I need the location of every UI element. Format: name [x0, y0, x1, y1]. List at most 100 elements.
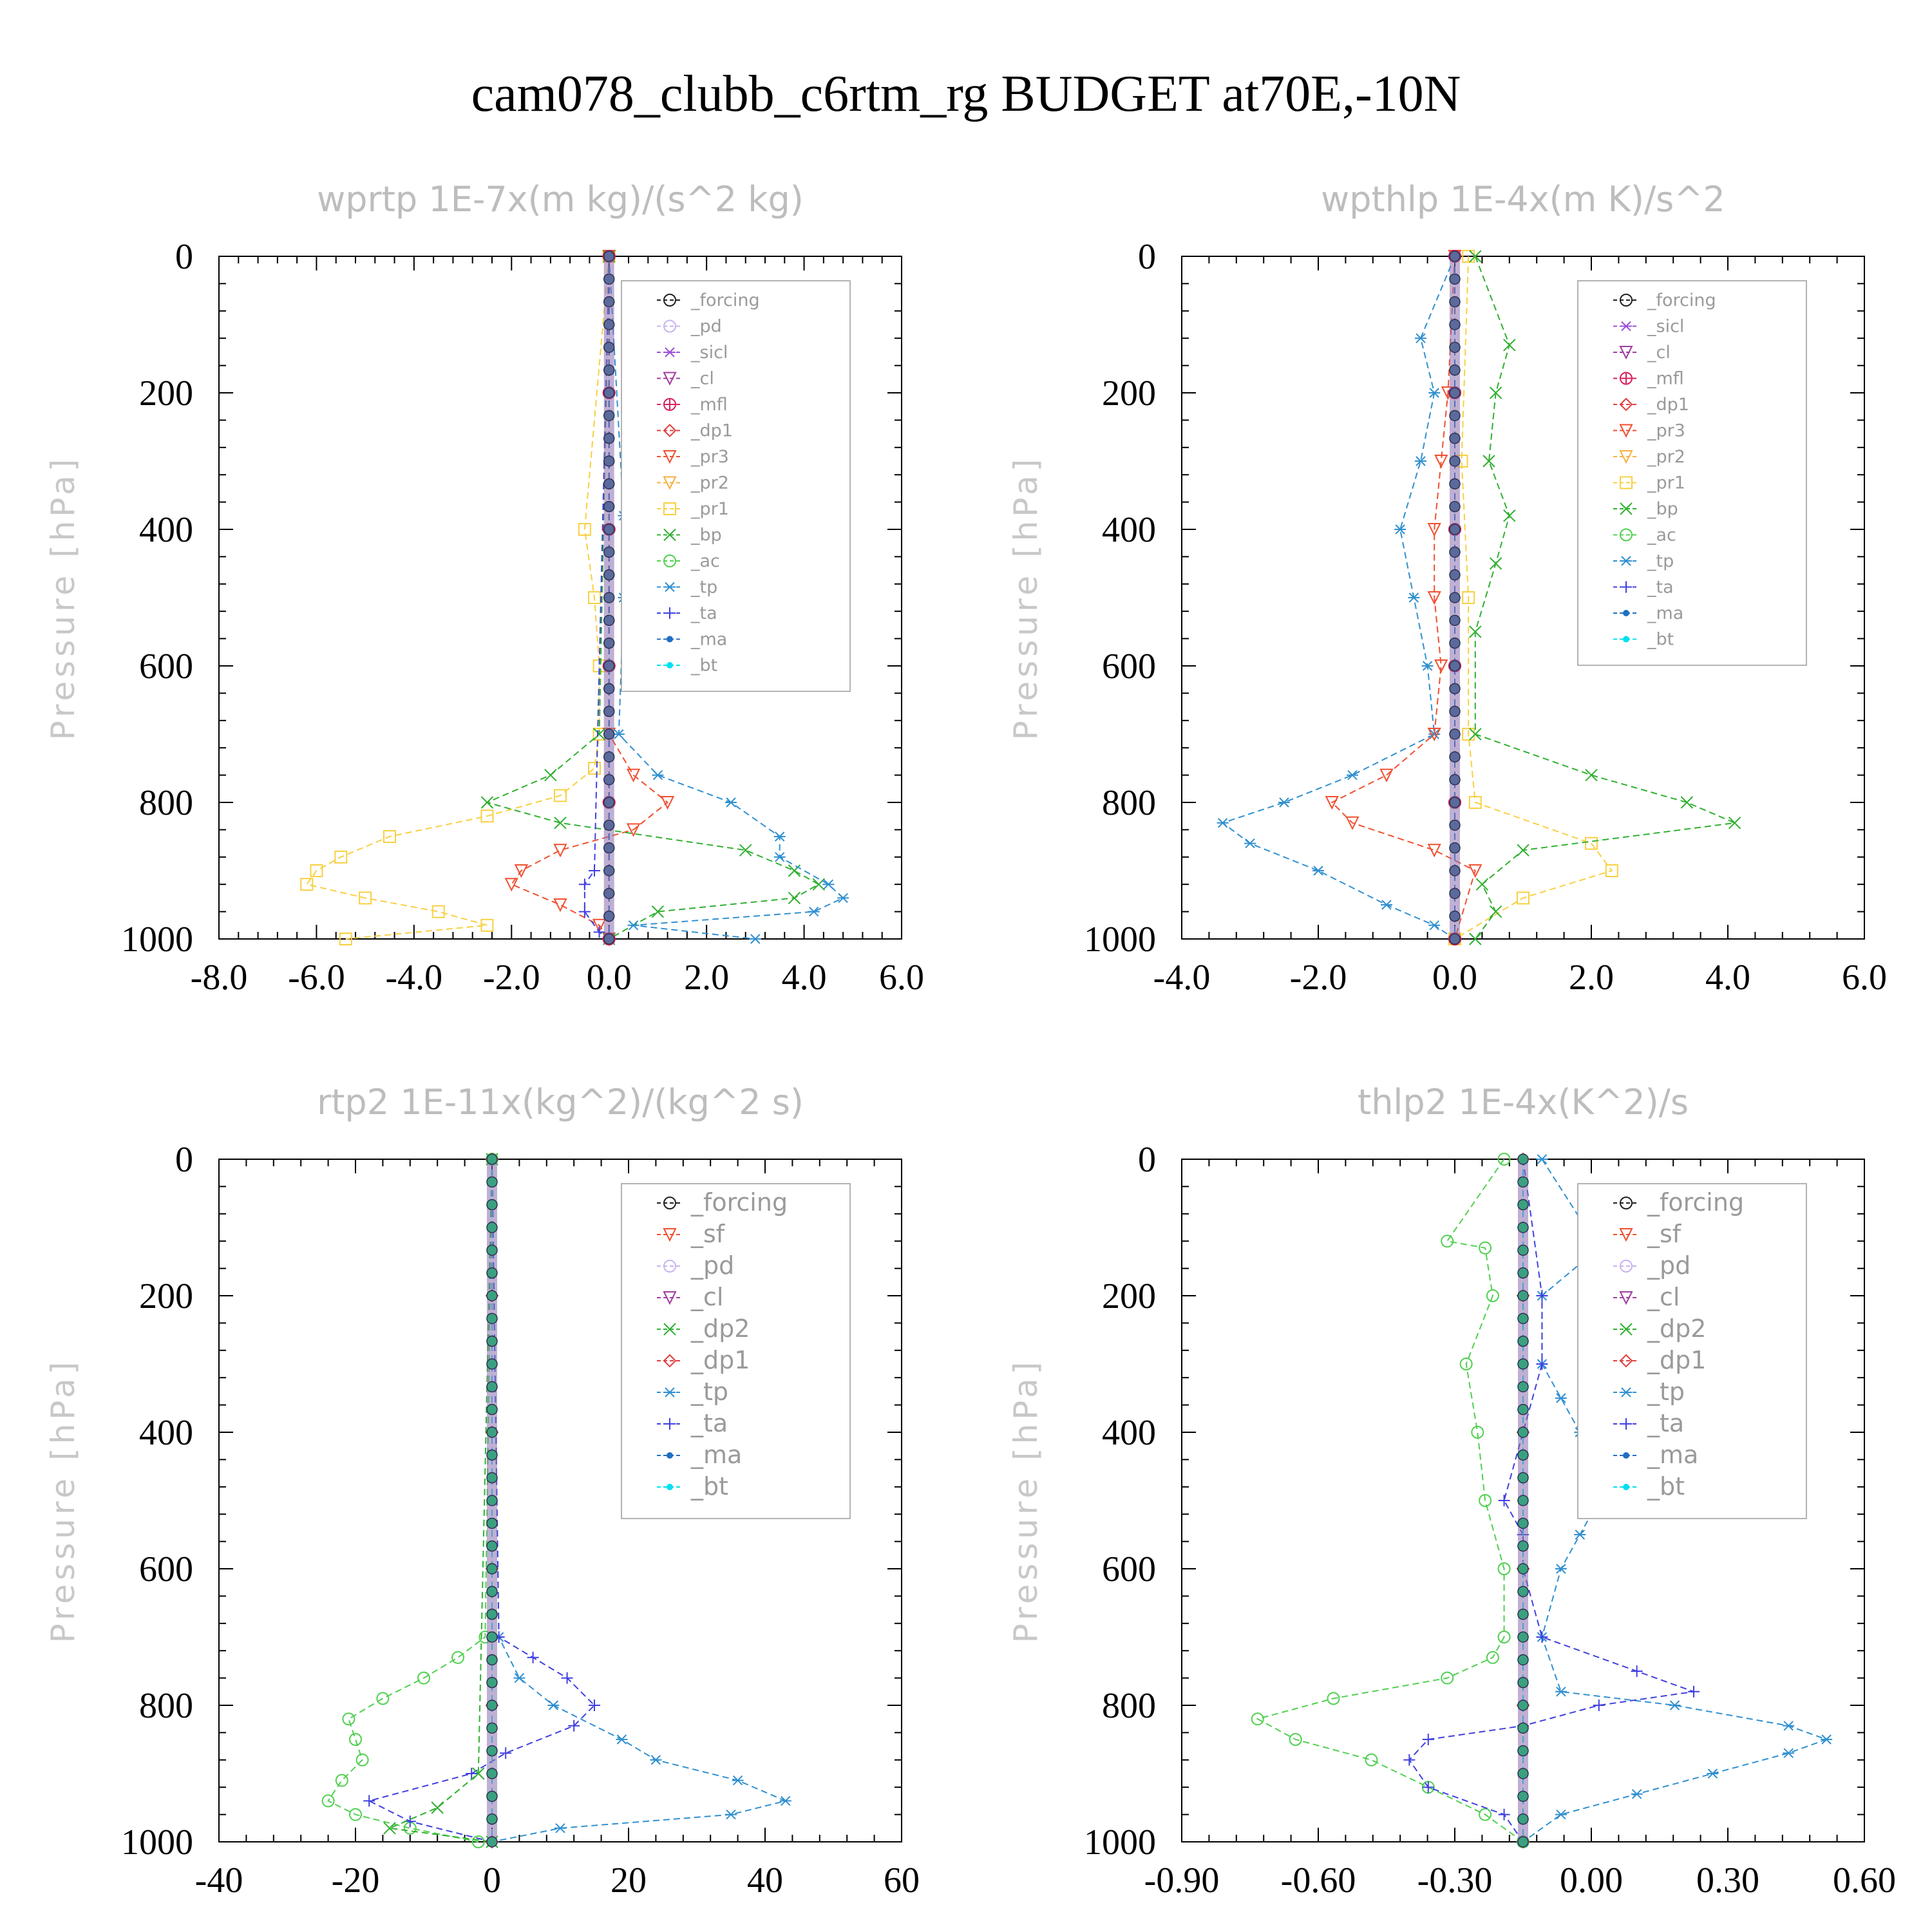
series-bp — [1469, 250, 1741, 945]
data-point — [1555, 1809, 1567, 1820]
data-point — [1486, 1289, 1499, 1302]
legend-marker — [663, 450, 677, 464]
data-point — [1486, 1651, 1499, 1664]
zero-point — [486, 1267, 498, 1279]
zero-point — [1517, 1836, 1529, 1848]
chart-panel-2: wpthlp 1E-4x(m K)/s^2 -4.0 -2.0 0.0 2.0 4.0 6.… — [1007, 179, 1887, 998]
data-point — [1278, 797, 1290, 808]
data-point — [773, 852, 786, 862]
y-tick-label: 1000 — [121, 1823, 193, 1862]
series-line — [485, 256, 820, 940]
legend-marker — [1620, 502, 1633, 515]
data-point — [1325, 796, 1339, 810]
legend-marker — [1623, 1452, 1629, 1459]
data-point — [660, 796, 675, 810]
legend-entry: _pd — [690, 317, 722, 337]
x-tick-label: 6.0 — [879, 958, 924, 998]
zero-point — [603, 455, 615, 467]
legend-entry: _forcing — [690, 1188, 788, 1217]
zero-profile-markers — [1517, 1153, 1529, 1848]
data-point — [1631, 1665, 1643, 1677]
data-point — [652, 770, 664, 781]
zero-point — [603, 296, 615, 308]
zero-point — [486, 1426, 498, 1438]
data-point — [1475, 878, 1489, 891]
legend-box — [621, 1183, 851, 1519]
data-point — [592, 728, 606, 741]
zero-point — [1517, 1449, 1529, 1461]
legend-entry: _sicl — [690, 343, 728, 363]
zero-point — [603, 592, 615, 603]
zero-point — [1449, 387, 1461, 399]
data-point — [451, 1651, 464, 1664]
zero-point — [1449, 705, 1461, 717]
panel-title: wpthlp 1E-4x(m K)/s^2 — [1321, 179, 1725, 220]
data-point — [355, 1753, 369, 1766]
zero-point — [603, 341, 615, 354]
zero-point — [1517, 1335, 1529, 1347]
data-point — [1427, 728, 1441, 742]
zero-point — [1449, 842, 1461, 854]
series-line — [1522, 1159, 1829, 1842]
legend-box — [1577, 1183, 1807, 1519]
data-point — [1428, 388, 1441, 398]
y-tick-label: 200 — [1102, 1276, 1156, 1316]
zero-point — [1517, 1676, 1529, 1689]
legend-marker — [663, 372, 677, 386]
x-tick-label: -2.0 — [483, 958, 540, 998]
data-point — [1422, 1734, 1434, 1745]
zero-point — [1449, 455, 1461, 467]
y-axis-label: Pressure [hPa] — [44, 455, 82, 741]
data-point — [1422, 1781, 1434, 1794]
legend-marker — [663, 1291, 677, 1305]
legend-entry: _forcing — [1647, 1188, 1744, 1217]
legend-entry: _ta — [1647, 578, 1674, 598]
y-tick-label: 800 — [139, 783, 193, 823]
legend-entry: _bt — [690, 1472, 728, 1501]
zero-point — [1449, 910, 1461, 922]
data-point — [1631, 1789, 1643, 1799]
data-point — [1244, 838, 1256, 849]
zero-point — [1517, 1244, 1529, 1256]
y-tick-label: 400 — [139, 1413, 193, 1453]
zero-point — [1449, 728, 1461, 740]
legend-marker — [1620, 528, 1633, 542]
data-point — [334, 850, 348, 864]
zero-point — [603, 569, 615, 581]
series-line — [510, 256, 669, 940]
zero-point — [603, 773, 615, 786]
x-tick-label: -0.90 — [1144, 1861, 1220, 1900]
legend-entry: _sf — [690, 1220, 726, 1248]
zero-point — [1449, 637, 1461, 649]
legend-entry: _pr1 — [690, 499, 729, 519]
zero-point — [1517, 1700, 1529, 1711]
data-point — [544, 768, 557, 782]
y-tick-label: 0 — [1138, 1140, 1156, 1180]
data-point — [359, 891, 372, 905]
data-point — [1479, 1808, 1492, 1821]
zero-point — [1517, 1540, 1529, 1552]
zero-point — [1449, 614, 1461, 627]
data-point — [1536, 1290, 1548, 1302]
data-point — [554, 817, 567, 829]
series-line — [1454, 256, 1613, 940]
x-tick-label: -8.0 — [191, 958, 248, 998]
zero-point — [603, 410, 615, 422]
chart-panel-4: thlp2 1E-4x(K^2)/s -0.90 -0.60 -0.30 0.00 0.3… — [1007, 1082, 1896, 1900]
data-point — [1408, 592, 1420, 603]
zero-point — [1517, 1768, 1529, 1779]
zero-point — [486, 1335, 498, 1347]
zero-point — [1517, 1745, 1529, 1757]
data-point — [1479, 1494, 1492, 1507]
zero-point — [1517, 1176, 1529, 1188]
zero-point — [1517, 1267, 1529, 1279]
x-tick-label: -4.0 — [386, 958, 443, 998]
legend-marker — [1619, 450, 1633, 464]
legend-entry: _dp1 — [1647, 395, 1689, 415]
data-point — [1462, 250, 1475, 263]
x-tick-label: -0.60 — [1281, 1861, 1356, 1900]
data-point — [1327, 1692, 1340, 1705]
data-point — [417, 1671, 430, 1685]
x-tick-label: 0.60 — [1833, 1861, 1896, 1900]
